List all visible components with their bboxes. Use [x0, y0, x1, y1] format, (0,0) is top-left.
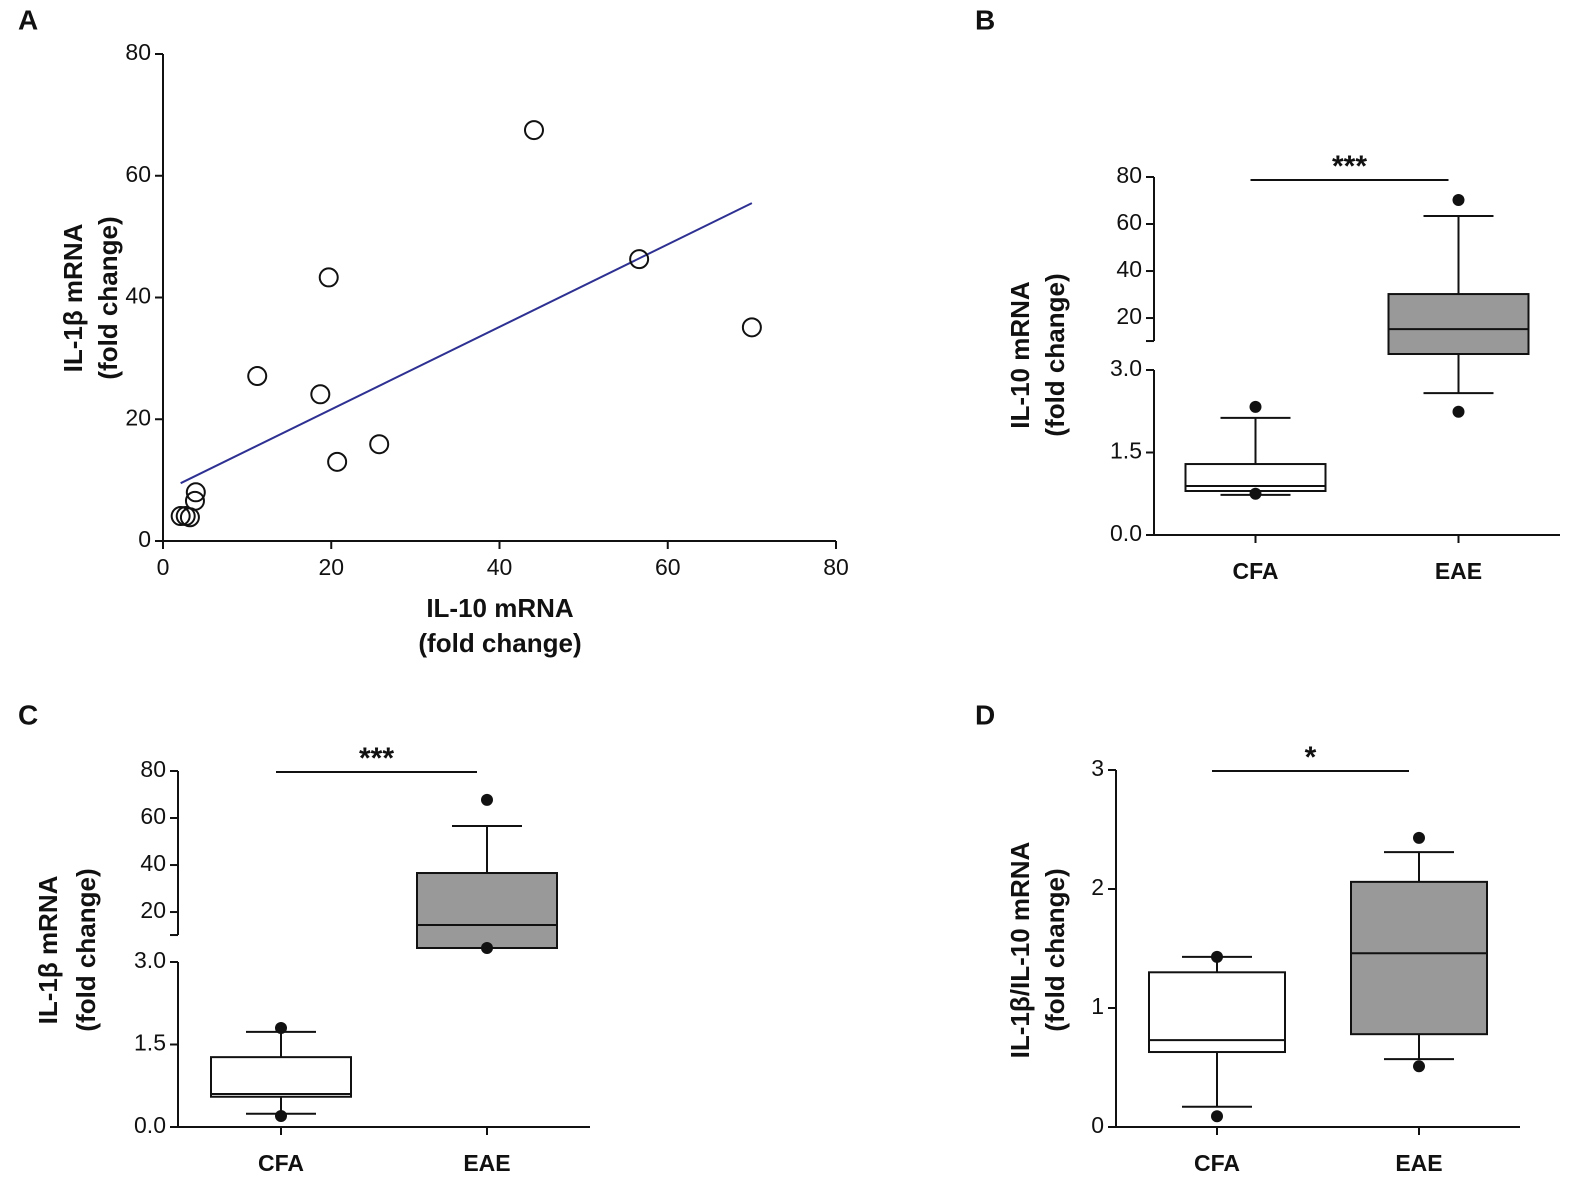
outlier [275, 1022, 287, 1034]
x-axis-label: IL-10 mRNA [426, 593, 574, 623]
x-tick-label: EAE [1395, 1150, 1442, 1176]
x-tick-label: CFA [1194, 1150, 1240, 1176]
data-point [175, 506, 196, 527]
x-axis-label: (fold change) [418, 628, 581, 658]
y-tick-label: 60 [1116, 209, 1142, 235]
data-point [170, 506, 191, 527]
box [416, 872, 558, 950]
outlier [275, 1110, 287, 1122]
fit-line [180, 202, 753, 485]
data-point [247, 366, 268, 387]
x-tick-label: 80 [823, 554, 849, 580]
y-tick-label: 0 [138, 526, 151, 552]
y-tick-label: 40 [1116, 256, 1142, 282]
significance: *** [359, 742, 394, 775]
y-tick-label: 80 [125, 39, 151, 65]
y-axis-label: (fold change) [1040, 868, 1070, 1031]
outlier [481, 793, 493, 806]
outlier [1413, 831, 1425, 844]
y-axis-label: IL-1β/IL-10 mRNA [1005, 841, 1035, 1058]
box [210, 1056, 352, 1098]
y-tick-label: 1.5 [134, 1030, 166, 1056]
significance: * [1305, 741, 1317, 774]
x-tick-label: 40 [487, 554, 513, 580]
data-point [310, 384, 331, 405]
outlier [1211, 950, 1223, 963]
y-tick-label: 40 [125, 283, 151, 309]
y-axis-label: IL-10 mRNA [1005, 281, 1035, 429]
data-point [327, 451, 348, 472]
x-tick-label: 60 [655, 554, 681, 580]
y-tick-label: 3.0 [134, 947, 166, 973]
panel-letter: C [18, 699, 38, 730]
panel-letter: D [975, 699, 995, 730]
data-point [185, 482, 206, 503]
y-axis-label: (fold change) [1040, 273, 1070, 436]
y-tick-label: 80 [1116, 162, 1142, 188]
outlier [1452, 194, 1465, 207]
data-point [523, 120, 544, 141]
box [1387, 293, 1530, 356]
data-point [369, 434, 390, 455]
y-tick-label: 40 [140, 850, 166, 876]
y-tick-label: 3.0 [1110, 355, 1142, 381]
y-tick-label: 1 [1091, 993, 1104, 1019]
y-tick-label: 80 [140, 756, 166, 782]
x-tick-label: 20 [318, 554, 344, 580]
outlier [1413, 1060, 1425, 1073]
y-tick-label: 60 [140, 803, 166, 829]
data-point [741, 317, 762, 338]
outlier [1211, 1110, 1223, 1123]
y-tick-label: 1.5 [1110, 438, 1142, 464]
panel-letter: A [18, 4, 38, 35]
y-tick-label: 60 [125, 161, 151, 187]
data-point [629, 249, 650, 270]
outlier [1249, 487, 1262, 500]
significance: *** [1332, 150, 1367, 183]
data-point [318, 267, 339, 288]
y-axis-label: (fold change) [93, 216, 123, 379]
outlier [1452, 405, 1465, 418]
y-tick-label: 2 [1091, 874, 1104, 900]
y-axis-label: (fold change) [71, 868, 101, 1031]
box [1148, 971, 1286, 1054]
y-tick-label: 20 [125, 404, 151, 430]
y-tick-label: 20 [1116, 303, 1142, 329]
outlier [481, 942, 493, 955]
y-tick-label: 3 [1091, 755, 1104, 781]
x-tick-label: EAE [1435, 558, 1482, 584]
y-tick-label: 0 [1091, 1112, 1104, 1138]
box [1350, 880, 1488, 1036]
outlier [1249, 400, 1262, 413]
x-tick-label: CFA [258, 1150, 304, 1176]
x-tick-label: 0 [157, 554, 170, 580]
y-axis-label: IL-1β mRNA [33, 875, 63, 1024]
y-tick-label: 0.0 [134, 1112, 166, 1138]
y-tick-label: 0.0 [1110, 520, 1142, 546]
panel-letter: B [975, 4, 995, 35]
y-axis-label: IL-1β mRNA [58, 223, 88, 372]
x-tick-label: CFA [1233, 558, 1279, 584]
y-tick-label: 20 [140, 897, 166, 923]
x-tick-label: EAE [463, 1150, 510, 1176]
